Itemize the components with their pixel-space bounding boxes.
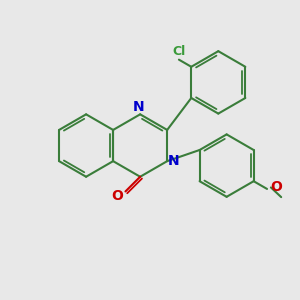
Text: Cl: Cl [172, 45, 185, 58]
Text: N: N [168, 154, 179, 168]
Text: O: O [111, 189, 123, 203]
Text: O: O [270, 181, 282, 194]
Text: N: N [133, 100, 145, 114]
